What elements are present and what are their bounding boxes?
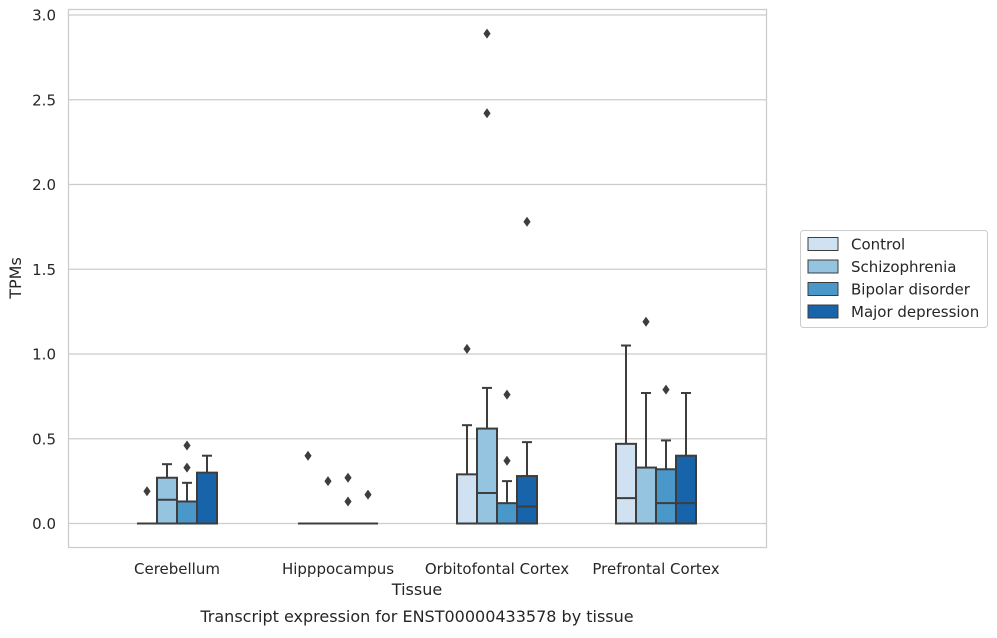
- box-body: [176, 500, 198, 525]
- box-body: [635, 466, 657, 525]
- legend-label: Schizophrenia: [851, 258, 956, 276]
- box-group: [358, 489, 378, 525]
- outlier-point: [143, 486, 151, 497]
- outlier-point: [344, 472, 352, 483]
- y-tick-labels: 0.0 0.5 1.0 1.5 2.0 2.5 3.0: [32, 7, 56, 534]
- box-body: [476, 427, 498, 525]
- plot-frame: [67, 8, 768, 549]
- chart-caption: Transcript expression for ENST0000043357…: [199, 607, 633, 626]
- x-tick-labels: Cerebellum Hipppocampus Orbitofontal Corte…: [134, 560, 720, 578]
- y-tick-label: 2.0: [32, 176, 56, 194]
- box-body: [675, 454, 697, 525]
- legend-label: Bipolar disorder: [851, 281, 971, 299]
- box-group: [635, 316, 657, 525]
- y-tick-label: 0.0: [32, 515, 56, 533]
- x-tick-label: Orbitofontal Cortex: [425, 560, 569, 578]
- outlier-point: [642, 316, 650, 327]
- y-tick-label: 0.5: [32, 430, 56, 448]
- box-group: [456, 343, 478, 525]
- x-tick-label: Hipppocampus: [282, 560, 394, 578]
- box-body: [655, 468, 677, 525]
- box-body: [615, 442, 637, 525]
- box-group: [137, 486, 157, 525]
- outlier-point: [503, 455, 511, 466]
- outlier-point: [483, 28, 491, 39]
- outlier-point: [523, 216, 531, 227]
- legend-label: Control: [851, 236, 905, 254]
- outlier-point: [463, 343, 471, 354]
- box-group: [615, 344, 637, 525]
- x-tick-label: Cerebellum: [134, 560, 220, 578]
- outlier-point: [364, 489, 372, 500]
- outlier-point: [183, 440, 191, 451]
- y-axis-label: TPMs: [6, 257, 25, 300]
- box-body: [516, 475, 538, 525]
- legend-label: Major depression: [851, 303, 979, 321]
- box-group: [298, 450, 318, 525]
- legend-swatch: [807, 304, 839, 319]
- y-tick-label: 3.0: [32, 7, 56, 25]
- x-axis-label: Tissue: [391, 580, 442, 599]
- box-body: [456, 473, 478, 525]
- legend-swatch: [807, 237, 839, 251]
- box-group: [176, 440, 198, 525]
- outlier-point: [324, 476, 332, 487]
- box-group: [516, 216, 538, 525]
- legend-items: Control Schizophrenia Bipolar disorder Majo…: [807, 236, 979, 321]
- y-tick-label: 1.5: [32, 261, 56, 279]
- legend-swatch: [807, 282, 839, 296]
- y-tick-label: 1.0: [32, 346, 56, 364]
- box-group: [675, 391, 697, 525]
- legend-frame: [800, 230, 988, 328]
- outlier-point: [304, 450, 312, 461]
- box-group: [318, 476, 338, 525]
- box-group: [338, 472, 358, 525]
- box-layer: [137, 28, 697, 525]
- box-body: [196, 471, 218, 525]
- outlier-point: [503, 389, 511, 400]
- y-tick-label: 2.5: [32, 91, 56, 109]
- box-group: [196, 454, 218, 525]
- outlier-point: [344, 496, 352, 507]
- outlier-point: [483, 108, 491, 119]
- legend-swatch: [807, 259, 839, 274]
- outlier-point: [183, 462, 191, 473]
- box-group: [476, 28, 498, 525]
- box-body: [496, 502, 518, 525]
- legend: Control Schizophrenia Bipolar disorder Majo…: [800, 230, 988, 328]
- outlier-point: [662, 384, 670, 395]
- x-tick-label: Prefrontal Cortex: [592, 560, 719, 578]
